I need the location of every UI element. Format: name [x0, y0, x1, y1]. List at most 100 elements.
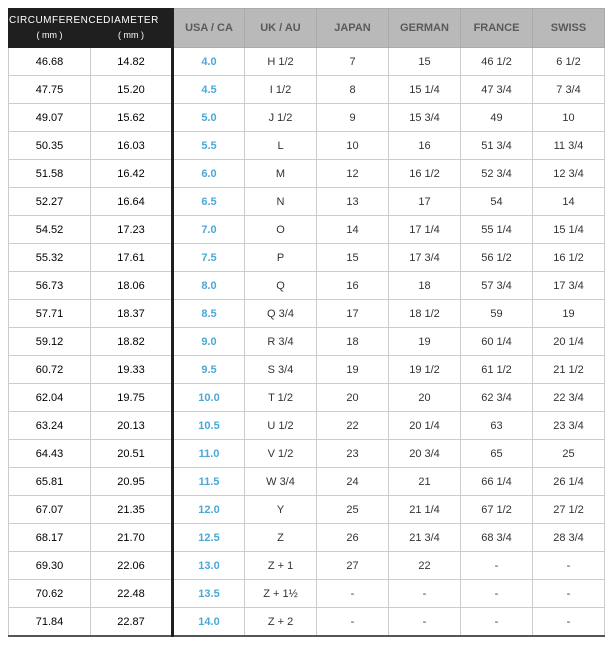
cell-diameter: 22.87	[91, 608, 173, 637]
cell-usa: 6.5	[173, 188, 245, 216]
cell-diameter: 18.82	[91, 328, 173, 356]
cell-diameter: 19.33	[91, 356, 173, 384]
table-row: 56.7318.068.0Q161857 3/417 3/4	[9, 272, 605, 300]
cell-japan: 24	[317, 468, 389, 496]
cell-japan: -	[317, 608, 389, 637]
cell-swiss: 22 3/4	[533, 384, 605, 412]
cell-france: 62 3/4	[461, 384, 533, 412]
cell-uk: Y	[245, 496, 317, 524]
cell-uk: J 1/2	[245, 104, 317, 132]
col-header-diameter: DIAMETER( mm )	[91, 9, 173, 48]
cell-japan: 10	[317, 132, 389, 160]
cell-diameter: 22.06	[91, 552, 173, 580]
cell-diameter: 14.82	[91, 48, 173, 76]
col-header-label: CIRCUMFERENCE	[9, 14, 90, 27]
cell-swiss: 10	[533, 104, 605, 132]
cell-japan: 8	[317, 76, 389, 104]
cell-swiss: -	[533, 580, 605, 608]
cell-france: 60 1/4	[461, 328, 533, 356]
cell-uk: U 1/2	[245, 412, 317, 440]
cell-circumference: 64.43	[9, 440, 91, 468]
cell-japan: 17	[317, 300, 389, 328]
cell-diameter: 15.62	[91, 104, 173, 132]
cell-circumference: 50.35	[9, 132, 91, 160]
cell-france: 68 3/4	[461, 524, 533, 552]
cell-circumference: 49.07	[9, 104, 91, 132]
cell-swiss: 21 1/2	[533, 356, 605, 384]
table-header-row: CIRCUMFERENCE( mm )DIAMETER( mm )USA / C…	[9, 9, 605, 48]
cell-circumference: 55.32	[9, 244, 91, 272]
cell-diameter: 21.70	[91, 524, 173, 552]
cell-german: 20	[389, 384, 461, 412]
cell-usa: 5.0	[173, 104, 245, 132]
cell-france: 55 1/4	[461, 216, 533, 244]
cell-france: 63	[461, 412, 533, 440]
cell-uk: V 1/2	[245, 440, 317, 468]
cell-uk: P	[245, 244, 317, 272]
cell-swiss: 11 3/4	[533, 132, 605, 160]
cell-circumference: 46.68	[9, 48, 91, 76]
cell-german: 18	[389, 272, 461, 300]
cell-german: 21 1/4	[389, 496, 461, 524]
col-header-german: GERMAN	[389, 9, 461, 48]
cell-circumference: 47.75	[9, 76, 91, 104]
cell-usa: 8.5	[173, 300, 245, 328]
cell-france: 52 3/4	[461, 160, 533, 188]
cell-diameter: 18.37	[91, 300, 173, 328]
col-header-japan: JAPAN	[317, 9, 389, 48]
cell-swiss: -	[533, 552, 605, 580]
cell-swiss: 6 1/2	[533, 48, 605, 76]
cell-diameter: 16.64	[91, 188, 173, 216]
table-row: 46.6814.824.0H 1/271546 1/26 1/2	[9, 48, 605, 76]
cell-japan: 22	[317, 412, 389, 440]
cell-circumference: 67.07	[9, 496, 91, 524]
cell-japan: 19	[317, 356, 389, 384]
table-row: 47.7515.204.5I 1/2815 1/447 3/47 3/4	[9, 76, 605, 104]
cell-german: 20 1/4	[389, 412, 461, 440]
cell-usa: 9.0	[173, 328, 245, 356]
cell-japan: 9	[317, 104, 389, 132]
cell-japan: 26	[317, 524, 389, 552]
col-header-uk: UK / AU	[245, 9, 317, 48]
cell-circumference: 68.17	[9, 524, 91, 552]
table-row: 65.8120.9511.5W 3/4242166 1/426 1/4	[9, 468, 605, 496]
cell-france: -	[461, 608, 533, 637]
table-row: 64.4320.5111.0V 1/22320 3/46525	[9, 440, 605, 468]
table-row: 60.7219.339.5S 3/41919 1/261 1/221 1/2	[9, 356, 605, 384]
cell-diameter: 19.75	[91, 384, 173, 412]
table-row: 49.0715.625.0J 1/2915 3/44910	[9, 104, 605, 132]
cell-german: 21	[389, 468, 461, 496]
cell-swiss: 27 1/2	[533, 496, 605, 524]
cell-diameter: 16.03	[91, 132, 173, 160]
cell-japan: 27	[317, 552, 389, 580]
cell-france: 65	[461, 440, 533, 468]
cell-german: -	[389, 608, 461, 637]
cell-diameter: 22.48	[91, 580, 173, 608]
cell-france: -	[461, 580, 533, 608]
cell-circumference: 60.72	[9, 356, 91, 384]
cell-uk: Z + 1	[245, 552, 317, 580]
cell-france: 46 1/2	[461, 48, 533, 76]
cell-swiss: 12 3/4	[533, 160, 605, 188]
cell-uk: R 3/4	[245, 328, 317, 356]
cell-circumference: 65.81	[9, 468, 91, 496]
cell-circumference: 51.58	[9, 160, 91, 188]
col-header-france: FRANCE	[461, 9, 533, 48]
cell-uk: O	[245, 216, 317, 244]
cell-france: 66 1/4	[461, 468, 533, 496]
cell-france: 57 3/4	[461, 272, 533, 300]
cell-usa: 11.0	[173, 440, 245, 468]
cell-uk: L	[245, 132, 317, 160]
cell-france: 59	[461, 300, 533, 328]
cell-swiss: -	[533, 608, 605, 637]
table-row: 68.1721.7012.5Z2621 3/468 3/428 3/4	[9, 524, 605, 552]
cell-german: 16 1/2	[389, 160, 461, 188]
table-row: 52.2716.646.5N13175414	[9, 188, 605, 216]
cell-german: 16	[389, 132, 461, 160]
table-row: 62.0419.7510.0T 1/2202062 3/422 3/4	[9, 384, 605, 412]
cell-japan: -	[317, 580, 389, 608]
cell-swiss: 17 3/4	[533, 272, 605, 300]
cell-german: 18 1/2	[389, 300, 461, 328]
cell-france: 67 1/2	[461, 496, 533, 524]
cell-usa: 13.0	[173, 552, 245, 580]
